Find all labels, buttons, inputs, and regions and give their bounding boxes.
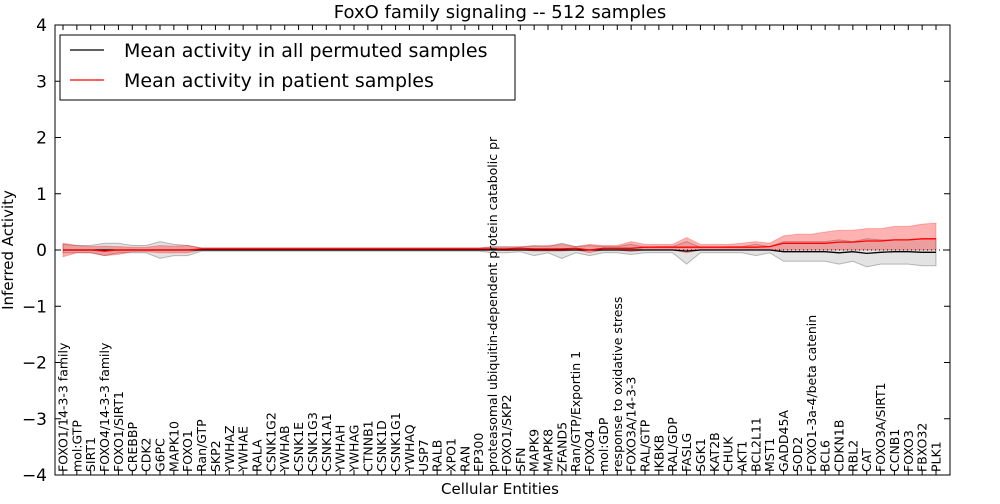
x-tick-label: CREBBP xyxy=(125,422,140,472)
x-tick-label: proteasomal ubiquitin-dependent protein … xyxy=(485,136,500,472)
y-axis-label: Inferred Activity xyxy=(0,190,17,310)
x-tick-label: MAPK10 xyxy=(166,421,181,472)
series-line-patient xyxy=(63,238,936,252)
legend-box xyxy=(59,34,516,101)
chart-title: FoxO family signaling -- 512 samples xyxy=(334,2,666,23)
x-tick-label: SIRT1 xyxy=(83,437,98,472)
x-tick-label: YWHAQ xyxy=(402,424,417,473)
x-tick-label: CSNK1G2 xyxy=(263,412,278,472)
x-tick-label: FOXO1/SIRT1 xyxy=(111,391,126,472)
x-axis-label: Cellular Entities xyxy=(441,480,559,498)
x-tick-label: FOXO3 xyxy=(901,430,916,472)
x-tick-label: RAN xyxy=(457,446,472,472)
x-tick-label: FBXO32 xyxy=(915,423,930,472)
x-tick-label: MAPK9 xyxy=(527,429,542,472)
x-tick-label: FOXO3A/SIRT1 xyxy=(873,382,888,472)
x-tick-label: CSNK1G1 xyxy=(388,412,403,472)
y-tick-label: 4 xyxy=(36,16,47,36)
x-tick-label: YWHAG xyxy=(347,425,362,473)
x-tick-label: FOXO1 xyxy=(180,430,195,472)
x-tick-label: RAL/GDP xyxy=(665,417,680,472)
x-tick-label: RALB xyxy=(430,440,445,472)
x-tick-label: CSNK1E xyxy=(291,422,306,472)
x-tick-label: mol:GDP xyxy=(596,417,611,472)
x-tick-label: CSNK1G3 xyxy=(305,412,320,472)
x-tick-labels: FOXO1/14-3-3 familymol:GTPSIRT1FOXO4/14-… xyxy=(56,25,944,475)
x-tick-label: RAL/GTP xyxy=(638,419,653,472)
y-tick-label: −3 xyxy=(22,410,47,430)
y-tick-label: 1 xyxy=(36,185,47,205)
x-tick-label: ZFAND5 xyxy=(554,422,569,472)
x-tick-label: CDKN1B xyxy=(832,420,847,472)
x-tick-label: YWHAE xyxy=(236,426,251,473)
legend: Mean activity in all permuted samples Me… xyxy=(59,34,516,101)
x-tick-label: FOXO4 xyxy=(582,430,597,472)
y-tick-label: −1 xyxy=(22,297,47,317)
x-tick-label: AKT1 xyxy=(735,441,750,472)
series-line-permuted xyxy=(63,249,936,255)
x-tick-label: CDK2 xyxy=(139,437,154,472)
y-ticks: −4 −3 −2 −1 0 1 2 3 4 xyxy=(22,16,950,486)
legend-label-patient: Mean activity in patient samples xyxy=(124,70,434,92)
x-tick-label: response to oxidative stress xyxy=(610,297,625,472)
x-tick-label: YWHAH xyxy=(333,425,348,473)
x-tick-label: KAT2B xyxy=(707,432,722,472)
x-tick-label: CTNNB1 xyxy=(360,420,375,472)
x-tick-label: FOXO1/SKP2 xyxy=(499,394,514,472)
x-tick-label: YWHAZ xyxy=(222,425,237,473)
series-lines xyxy=(63,238,936,255)
y-tick-label: 0 xyxy=(36,241,47,261)
x-tick-label: USP7 xyxy=(416,439,431,472)
x-tick-label: CSNK1A1 xyxy=(319,413,334,472)
x-tick-label: Ran/GTP/Exportin 1 xyxy=(568,351,583,472)
x-tick-label: RALA xyxy=(250,439,265,472)
x-tick-label: XPO1 xyxy=(444,438,459,472)
x-tick-label: FOXO3A/14-3-3 xyxy=(624,377,639,472)
x-tick-label: MST1 xyxy=(762,438,777,472)
x-tick-label: CSNK1D xyxy=(374,420,389,472)
y-tick-label: 3 xyxy=(36,72,47,92)
x-tick-label: MAPK8 xyxy=(541,429,556,472)
x-tick-label: RBL2 xyxy=(845,440,860,472)
x-tick-label: CCNB1 xyxy=(887,429,902,472)
x-tick-label: FASLG xyxy=(679,433,694,472)
x-tick-label: BCL2L11 xyxy=(748,417,763,472)
x-tick-label: SFN xyxy=(513,448,528,472)
x-tick-label: IKBKB xyxy=(651,435,666,472)
x-tick-label: YWHAB xyxy=(277,425,292,473)
y-tick-label: 2 xyxy=(36,129,47,149)
x-tick-label: CAT xyxy=(859,448,874,472)
x-tick-label: G6PC xyxy=(153,438,168,472)
x-tick-label: PLK1 xyxy=(929,441,944,472)
y-tick-label: −4 xyxy=(22,466,47,486)
x-tick-label: GADD45A xyxy=(776,410,791,472)
x-tick-label: BCL6 xyxy=(818,440,833,472)
x-tick-label: FOXO1-3a-4/beta catenin xyxy=(804,315,819,472)
x-tick-label: mol:GTP xyxy=(69,420,84,472)
x-tick-label: SOD2 xyxy=(790,437,805,472)
x-tick-label: CHUK xyxy=(721,436,736,472)
y-tick-label: −2 xyxy=(22,354,47,374)
legend-label-permuted: Mean activity in all permuted samples xyxy=(124,40,487,62)
x-tick-label: Ran/GTP xyxy=(194,419,209,472)
x-tick-label: FOXO4/14-3-3 family xyxy=(97,342,112,472)
x-tick-label: SGK1 xyxy=(693,438,708,472)
x-tick-label: SKP2 xyxy=(208,440,223,472)
x-tick-label: FOXO1/14-3-3 family xyxy=(56,342,71,472)
x-tick-label: EP300 xyxy=(471,433,486,472)
